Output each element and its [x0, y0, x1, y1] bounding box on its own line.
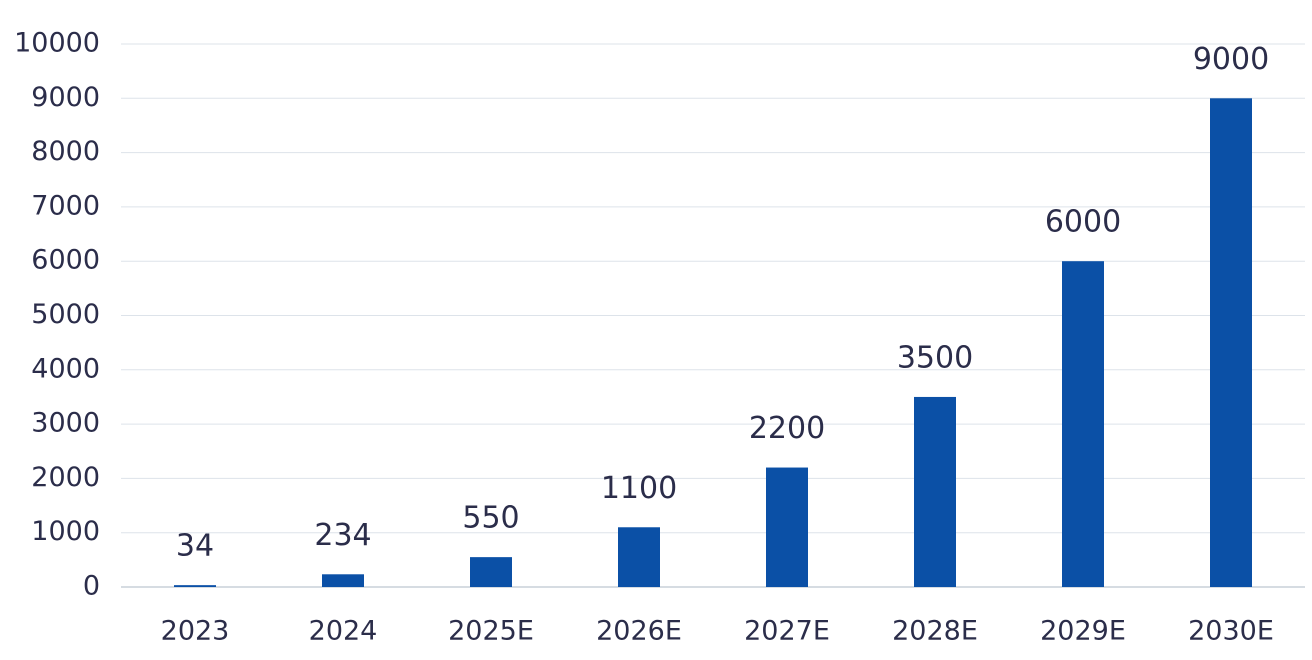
- bar: [322, 574, 364, 587]
- bar: [1062, 261, 1104, 587]
- y-tick-label: 2000: [31, 462, 100, 493]
- y-tick-label: 8000: [31, 136, 100, 167]
- value-label: 6000: [1045, 205, 1121, 240]
- bar: [1210, 98, 1252, 588]
- x-tick-label: 2024: [309, 616, 378, 647]
- y-tick-label: 1000: [31, 516, 100, 547]
- x-tick-label: 2029E: [1040, 616, 1126, 647]
- y-tick-label: 4000: [31, 353, 100, 384]
- x-tick-label: 2028E: [892, 616, 978, 647]
- x-tick-label: 2023: [161, 616, 230, 647]
- bar: [174, 585, 216, 587]
- y-tick-label: 6000: [31, 245, 100, 276]
- value-label: 2200: [749, 411, 825, 446]
- y-tick-label: 3000: [31, 408, 100, 439]
- bar: [914, 396, 956, 587]
- value-label: 550: [462, 501, 519, 536]
- y-tick-label: 10000: [14, 28, 100, 59]
- bar: [618, 527, 660, 587]
- value-label: 234: [314, 518, 371, 553]
- x-tick-label: 2026E: [596, 616, 682, 647]
- x-tick-label: 2025E: [448, 616, 534, 647]
- y-tick-label: 9000: [31, 82, 100, 113]
- y-tick-label: 5000: [31, 299, 100, 330]
- bar: [766, 467, 808, 587]
- y-tick-label: 0: [83, 571, 100, 602]
- value-label: 3500: [897, 340, 973, 375]
- value-label: 1100: [601, 471, 677, 506]
- x-tick-label: 2027E: [744, 616, 830, 647]
- bar: [470, 557, 512, 587]
- value-label: 9000: [1193, 42, 1269, 77]
- y-tick-label: 7000: [31, 190, 100, 221]
- x-tick-label: 2030E: [1188, 616, 1274, 647]
- value-label: 34: [176, 529, 214, 564]
